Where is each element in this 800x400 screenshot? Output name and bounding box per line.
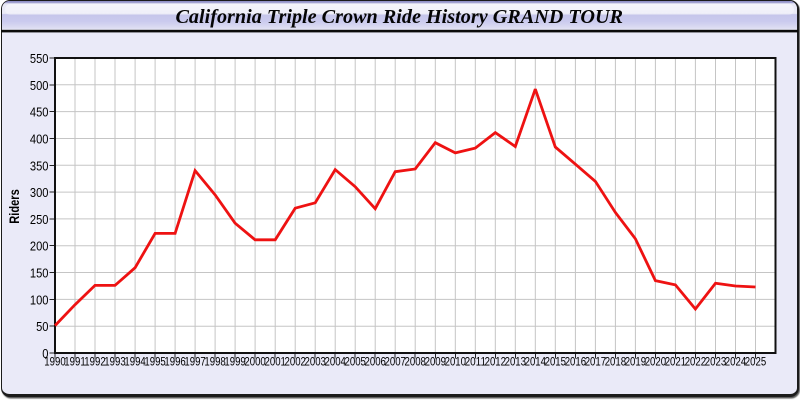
svg-text:2017: 2017: [585, 357, 606, 369]
svg-text:2002: 2002: [285, 357, 306, 369]
svg-text:2006: 2006: [365, 357, 386, 369]
svg-text:1997: 1997: [184, 357, 205, 369]
svg-text:2023: 2023: [705, 357, 726, 369]
svg-text:2015: 2015: [545, 357, 566, 369]
svg-text:2018: 2018: [605, 357, 626, 369]
svg-text:0: 0: [42, 347, 48, 361]
svg-text:Riders: Riders: [6, 189, 22, 224]
svg-text:2020: 2020: [645, 357, 666, 369]
svg-text:2025: 2025: [745, 357, 766, 369]
svg-text:500: 500: [30, 79, 49, 93]
svg-text:1990: 1990: [44, 357, 65, 369]
svg-text:200: 200: [30, 240, 49, 254]
svg-text:1992: 1992: [84, 357, 105, 369]
svg-text:2024: 2024: [725, 357, 747, 369]
svg-text:2009: 2009: [425, 357, 446, 369]
svg-text:1991: 1991: [64, 357, 85, 369]
svg-text:250: 250: [30, 213, 49, 227]
svg-text:1998: 1998: [204, 357, 225, 369]
svg-text:2021: 2021: [665, 357, 686, 369]
svg-text:2003: 2003: [305, 357, 326, 369]
svg-text:2022: 2022: [685, 357, 706, 369]
svg-text:2012: 2012: [485, 357, 506, 369]
svg-text:2010: 2010: [445, 357, 466, 369]
svg-text:2005: 2005: [345, 357, 366, 369]
svg-text:2001: 2001: [265, 357, 286, 369]
svg-text:2000: 2000: [244, 357, 265, 369]
svg-text:300: 300: [30, 186, 49, 200]
svg-text:1995: 1995: [144, 357, 165, 369]
svg-text:2019: 2019: [625, 357, 646, 369]
svg-text:350: 350: [30, 159, 49, 173]
svg-text:2013: 2013: [505, 357, 526, 369]
svg-text:2014: 2014: [525, 357, 547, 369]
svg-text:2008: 2008: [405, 357, 426, 369]
svg-text:1996: 1996: [164, 357, 185, 369]
svg-text:450: 450: [30, 106, 49, 120]
svg-text:150: 150: [30, 267, 49, 281]
svg-text:1993: 1993: [104, 357, 125, 369]
svg-text:50: 50: [36, 320, 48, 334]
svg-text:1999: 1999: [224, 357, 245, 369]
svg-text:1994: 1994: [124, 357, 146, 369]
svg-text:100: 100: [30, 293, 49, 307]
svg-text:550: 550: [30, 52, 49, 66]
svg-text:2011: 2011: [465, 357, 486, 369]
svg-text:400: 400: [30, 133, 49, 147]
svg-text:2004: 2004: [325, 357, 347, 369]
svg-text:2007: 2007: [385, 357, 406, 369]
svg-text:2016: 2016: [565, 357, 586, 369]
